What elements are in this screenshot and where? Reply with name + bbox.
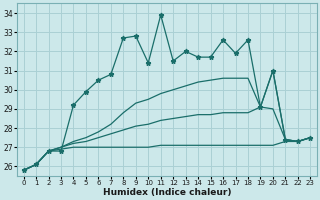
X-axis label: Humidex (Indice chaleur): Humidex (Indice chaleur) [103, 188, 231, 197]
